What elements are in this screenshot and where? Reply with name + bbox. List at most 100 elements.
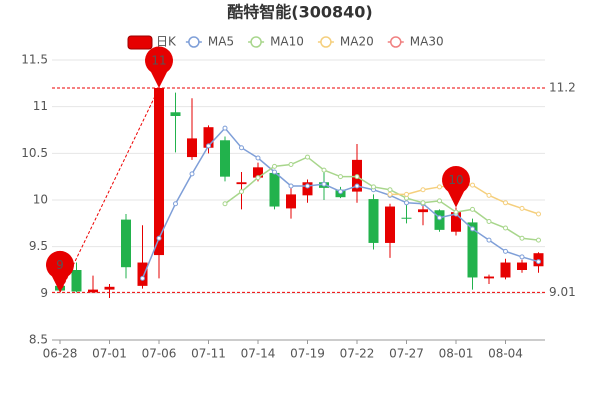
ma-point: [156, 235, 162, 241]
x-tick-label: 07-11: [191, 347, 226, 361]
candle-body: [500, 262, 511, 278]
ma-point: [239, 189, 244, 195]
ma-point: [404, 200, 409, 206]
legend-label: MA10: [270, 35, 304, 49]
x-tick-label: 07-01: [92, 347, 127, 361]
y-tick-label: 11.5: [21, 53, 48, 67]
ma-point: [239, 145, 244, 151]
ma-point: [470, 182, 475, 188]
ma-point: [519, 235, 525, 241]
ma-point: [437, 184, 442, 190]
ma-point: [222, 125, 228, 131]
ma-point: [222, 201, 228, 207]
marker-label: 11: [151, 54, 166, 68]
candle-body: [401, 217, 412, 219]
candle-body: [484, 276, 494, 279]
ma-point: [305, 183, 310, 189]
y-tick-label: 10: [33, 193, 48, 207]
legend-marker: [188, 36, 200, 48]
y-tick-label: 9: [40, 286, 48, 300]
legend-label: MA30: [410, 35, 444, 49]
candle-body: [286, 194, 296, 209]
ma-point: [437, 198, 442, 204]
candle-body: [236, 182, 247, 185]
y-tick-label: 11: [33, 99, 48, 113]
candle-body: [269, 172, 280, 207]
ma-point: [420, 200, 426, 206]
candle-body: [187, 138, 197, 158]
ma-point: [437, 215, 442, 221]
candle-body: [517, 262, 527, 270]
ma-point: [404, 191, 409, 197]
connector: [59, 87, 160, 293]
ma-point: [420, 187, 426, 193]
reference-label: 11.2: [549, 81, 576, 95]
candle-body: [170, 112, 181, 116]
marker-pin: [46, 250, 74, 293]
ma-point: [338, 189, 343, 195]
ma-point: [288, 162, 294, 168]
ma-point: [371, 184, 376, 190]
ma-point: [486, 218, 492, 224]
ma-point: [470, 206, 475, 212]
ma-point: [354, 174, 360, 180]
candle-body: [137, 262, 148, 286]
candle-body: [368, 199, 379, 243]
ma-point: [519, 205, 525, 211]
y-tick-label: 10.5: [21, 146, 48, 160]
candle-body: [418, 209, 428, 213]
ma-line: [224, 156, 539, 241]
marker-pin: [442, 165, 470, 208]
ma-point: [272, 163, 277, 169]
marker-label: 10: [448, 173, 463, 187]
candle-body: [71, 270, 82, 292]
ma-point: [503, 248, 508, 254]
x-tick-label: 07-19: [290, 347, 325, 361]
y-tick-label: 9.5: [29, 239, 48, 253]
ma-point: [519, 254, 525, 260]
ma-point: [338, 174, 343, 180]
x-tick-label: 07-14: [241, 347, 276, 361]
ma-point: [173, 201, 178, 207]
ma-point: [255, 175, 261, 181]
ma-point: [272, 169, 277, 175]
marker-label: 9: [56, 258, 64, 272]
x-tick-label: 06-28: [43, 347, 78, 361]
ma-line: [141, 127, 539, 279]
ma-point: [503, 200, 508, 206]
x-tick-label: 07-06: [142, 347, 177, 361]
ma-point: [354, 183, 360, 189]
legend-marker: [250, 36, 262, 48]
legend-label: MA20: [340, 35, 374, 49]
x-tick-label: 08-04: [488, 347, 523, 361]
x-tick-label: 08-01: [439, 347, 474, 361]
candle-body: [253, 167, 263, 178]
candle-body: [467, 222, 478, 278]
candle-body: [451, 212, 461, 232]
ma-point: [453, 209, 459, 215]
chart-title: 酷特智能(300840): [227, 3, 372, 22]
ma-point: [206, 143, 211, 149]
ma-point: [536, 259, 541, 265]
legend-marker: [390, 36, 402, 48]
ma-point: [189, 171, 195, 177]
legend-marker: [320, 36, 332, 48]
ma-point: [503, 225, 508, 231]
candle-body: [88, 289, 98, 293]
ma-point: [140, 275, 145, 281]
candle-body: [220, 140, 230, 177]
ma-point: [486, 192, 492, 198]
ma-point: [536, 237, 541, 243]
ma-point: [387, 187, 393, 193]
ma-point: [470, 226, 475, 232]
candle-body: [121, 219, 131, 268]
reference-label: 9.01: [549, 285, 576, 299]
x-tick-label: 07-22: [340, 347, 375, 361]
ma-point: [255, 155, 261, 161]
candle-body: [104, 286, 115, 290]
legend-label: 日K: [156, 35, 177, 49]
y-tick-label: 8.5: [29, 333, 48, 347]
ma-point: [288, 183, 294, 189]
ma-point: [387, 191, 393, 197]
